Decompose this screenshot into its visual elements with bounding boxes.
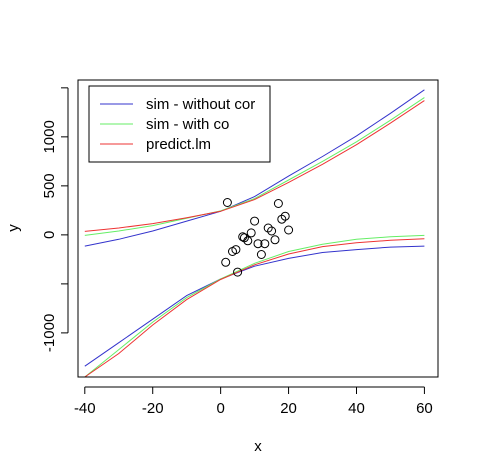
data-point (250, 216, 260, 226)
series-line-5 (84, 238, 425, 378)
data-point (277, 214, 287, 224)
y-tick-label: 0 (41, 231, 58, 239)
x-tick-label: 0 (216, 400, 224, 417)
legend: sim - without cor sim - with co predict.lm (88, 85, 271, 163)
series-line-2 (84, 97, 425, 236)
data-point (284, 225, 294, 235)
x-tick-label: 20 (280, 400, 297, 417)
series-line-1 (84, 245, 425, 367)
x-tick-label: -20 (142, 400, 164, 417)
data-point (267, 226, 277, 236)
plot-frame (77, 79, 439, 378)
data-point (273, 199, 283, 208)
x-tick-label: 40 (348, 400, 365, 417)
data-point (263, 223, 273, 233)
data-point (231, 245, 241, 255)
series-line-0 (84, 89, 425, 247)
data-point (239, 233, 249, 243)
data-point (253, 239, 263, 249)
y-axis-label: y (5, 224, 22, 232)
data-point (221, 257, 231, 267)
data-point (280, 211, 290, 221)
x-axis-label: x (254, 438, 262, 455)
y-tick-label: -1000 (41, 314, 58, 352)
data-points (221, 198, 294, 277)
series-line-4 (84, 100, 425, 232)
legend-label: predict.lm (146, 136, 211, 153)
x-axis: -40 -20 0 20 40 60 (74, 386, 433, 417)
x-tick-label: -40 (74, 400, 96, 417)
y-axis: -1000 0 500 1000 (41, 87, 69, 352)
series-lines (84, 89, 425, 378)
legend-label: sim - without cor (146, 96, 255, 113)
data-point (233, 267, 243, 277)
legend-label: sim - with co (146, 116, 229, 133)
data-point (243, 236, 253, 246)
data-point (270, 235, 280, 245)
data-point (256, 250, 266, 259)
data-point (260, 239, 270, 249)
y-tick-label: 500 (41, 173, 58, 198)
y-tick-label: 1000 (41, 120, 58, 153)
data-point (222, 198, 232, 207)
x-tick-label: 60 (416, 400, 433, 417)
series-line-3 (84, 234, 425, 378)
data-point (246, 228, 256, 238)
